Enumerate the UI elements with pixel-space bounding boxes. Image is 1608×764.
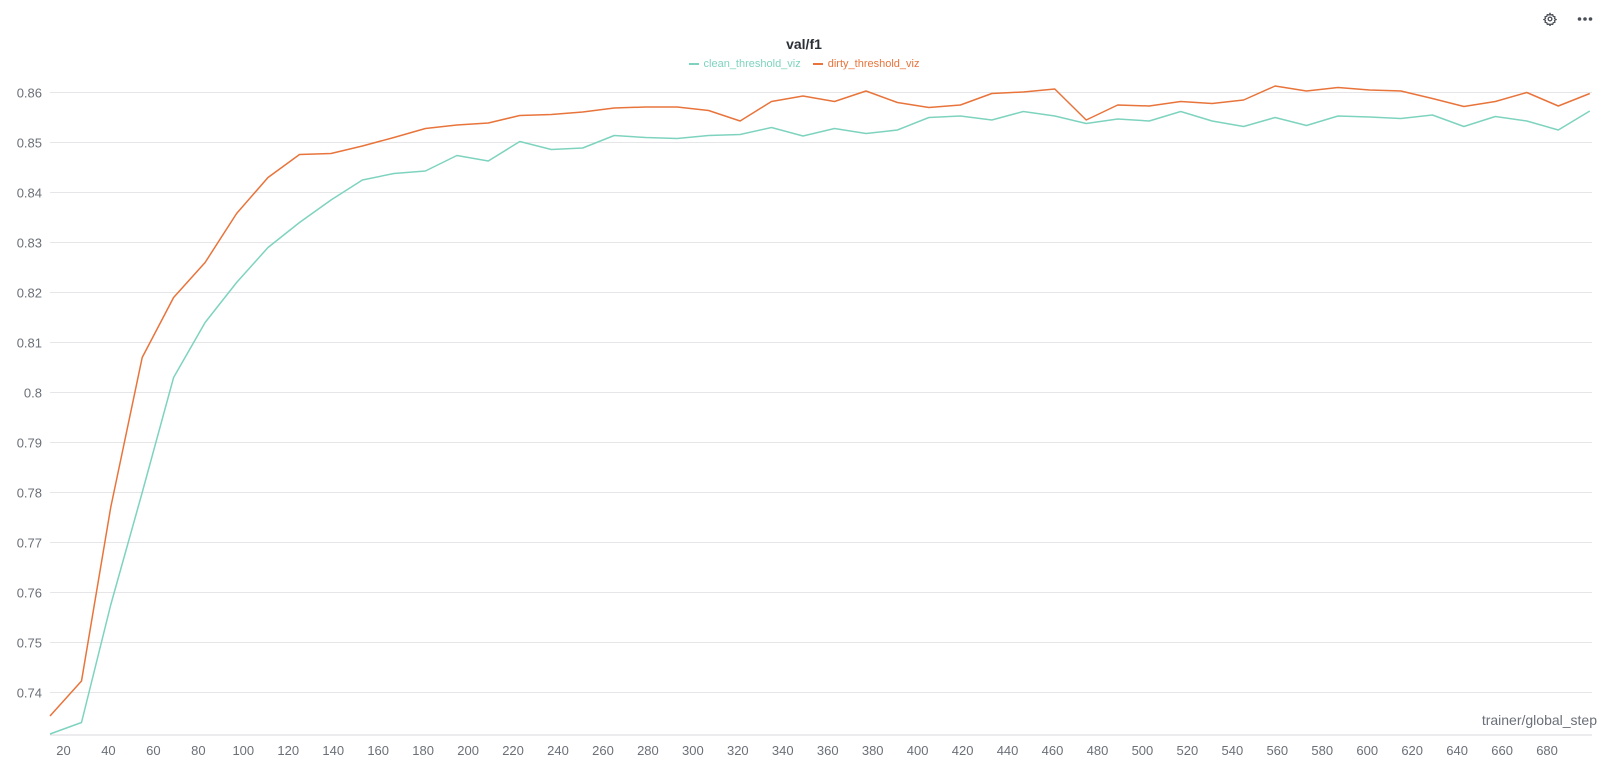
x-tick-label: 340 — [772, 743, 794, 758]
x-tick-label: 480 — [1087, 743, 1109, 758]
x-axis-label: trainer/global_step — [1482, 712, 1597, 728]
x-tick-label: 300 — [682, 743, 704, 758]
series-line-clean_threshold_viz — [49, 110, 1591, 735]
y-tick-label: 0.79 — [17, 436, 42, 451]
more-options-button[interactable] — [1572, 8, 1598, 30]
series-lines — [49, 85, 1591, 735]
y-tick-label: 0.78 — [17, 486, 42, 501]
y-tick-label: 0.81 — [17, 336, 42, 351]
legend-swatch — [812, 63, 823, 65]
x-tick-label: 200 — [457, 743, 479, 758]
series-line-dirty_threshold_viz — [49, 85, 1591, 717]
x-tick-label: 240 — [547, 743, 569, 758]
legend-item-dirty_threshold_viz[interactable]: dirty_threshold_viz — [812, 58, 920, 70]
settings-button[interactable] — [1537, 8, 1563, 30]
x-tick-label: 500 — [1132, 743, 1154, 758]
y-tick-label: 0.84 — [17, 186, 42, 201]
y-tick-label: 0.77 — [17, 536, 42, 551]
grid-lines — [50, 92, 1592, 736]
x-tick-label: 660 — [1491, 743, 1513, 758]
x-tick-label: 380 — [862, 743, 884, 758]
legend-item-clean_threshold_viz[interactable]: clean_threshold_viz — [688, 58, 801, 70]
gear-icon — [1543, 12, 1557, 26]
x-tick-label: 600 — [1356, 743, 1378, 758]
x-tick-label: 620 — [1401, 743, 1423, 758]
x-tick-label: 320 — [727, 743, 749, 758]
x-tick-label: 140 — [322, 743, 344, 758]
legend: clean_threshold_viz dirty_threshold_viz — [0, 58, 1608, 70]
x-tick-label: 680 — [1536, 743, 1558, 758]
y-tick-label: 0.74 — [17, 686, 42, 701]
x-tick-label: 260 — [592, 743, 614, 758]
x-tick-label: 120 — [277, 743, 299, 758]
x-tick-label: 100 — [232, 743, 254, 758]
legend-swatch — [688, 63, 699, 65]
legend-label: clean_threshold_viz — [703, 58, 801, 70]
x-tick-label: 560 — [1266, 743, 1288, 758]
y-tick-label: 0.83 — [17, 236, 42, 251]
x-tick-label: 220 — [502, 743, 524, 758]
x-tick-label: 440 — [997, 743, 1019, 758]
x-tick-label: 280 — [637, 743, 659, 758]
x-tick-label: 60 — [146, 743, 160, 758]
x-tick-label: 180 — [412, 743, 434, 758]
y-tick-label: 0.75 — [17, 636, 42, 651]
x-tick-labels: 20 40 60 80 100 120 140 160 180 200 220 240 260 280 30… — [56, 743, 1558, 758]
x-tick-label: 460 — [1042, 743, 1064, 758]
x-tick-label: 360 — [817, 743, 839, 758]
y-tick-label: 0.85 — [17, 136, 42, 151]
x-tick-label: 20 — [56, 743, 70, 758]
x-tick-label: 80 — [191, 743, 205, 758]
y-tick-label: 0.76 — [17, 586, 42, 601]
y-tick-label: 0.82 — [17, 286, 42, 301]
ellipsis-icon — [1577, 17, 1593, 21]
y-tick-label: 0.86 — [17, 86, 42, 101]
x-tick-label: 540 — [1221, 743, 1243, 758]
x-tick-label: 640 — [1446, 743, 1468, 758]
x-tick-label: 580 — [1311, 743, 1333, 758]
x-tick-label: 40 — [101, 743, 115, 758]
chart-title: val/f1 — [786, 36, 822, 52]
x-tick-label: 400 — [907, 743, 929, 758]
x-tick-label: 420 — [952, 743, 974, 758]
x-tick-label: 520 — [1177, 743, 1199, 758]
x-tick-label: 160 — [367, 743, 389, 758]
y-tick-labels: 0.74 0.75 0.76 0.77 0.78 0.79 0.8 0.81 0.82 0.83 0… — [17, 86, 42, 701]
legend-label: dirty_threshold_viz — [827, 58, 920, 70]
y-tick-label: 0.8 — [24, 386, 42, 401]
